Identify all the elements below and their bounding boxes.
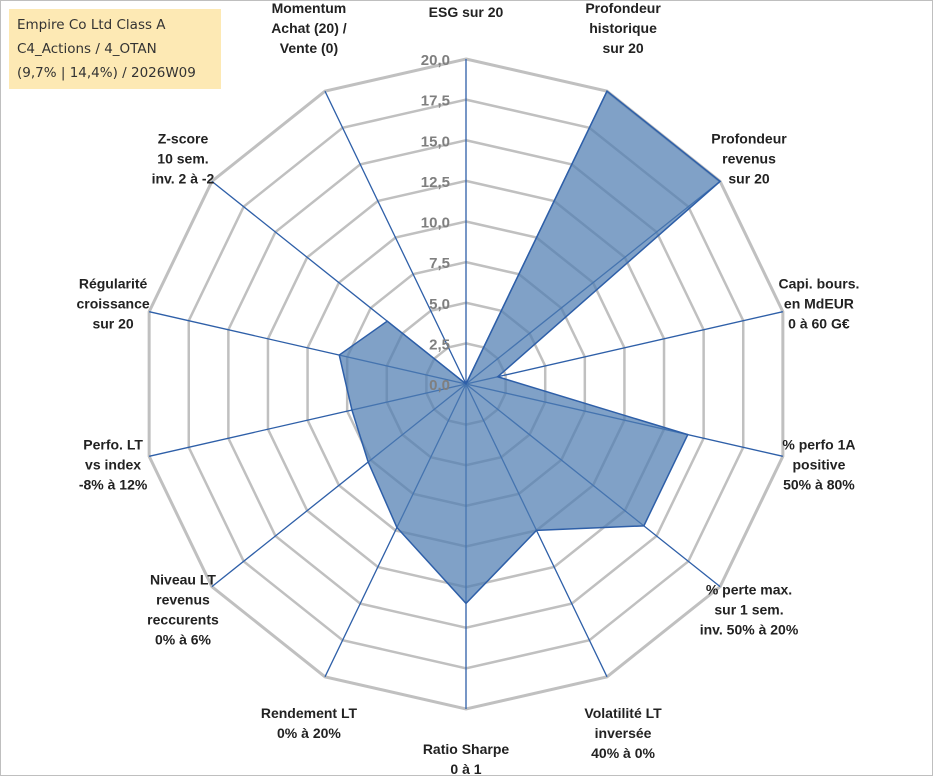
axis-label-line: sur 20 (602, 40, 643, 56)
axis-label: Profondeur revenus sur 20 (711, 130, 787, 186)
axis-label-line: croissance (76, 295, 149, 311)
axis-label-line: vs index (85, 457, 141, 473)
axis-label-line: Capi. bours. (778, 275, 859, 291)
tick-label: 2,5 (429, 336, 450, 353)
axis-label-line: 10 sem. (157, 150, 208, 166)
radar-axis-labels: NoteESG sur 20 Profondeur historique sur 20… (76, 0, 859, 776)
tick-label: 10,0 (421, 215, 450, 232)
axis-label-line: 0 à 1 (450, 761, 481, 776)
axis-label-line: en MdEUR (784, 295, 854, 311)
axis-spoke (465, 311, 783, 385)
axis-label-line: 0% à 20% (277, 725, 341, 741)
axis-label-line: revenus (722, 150, 776, 166)
tick-label: 0,0 (429, 377, 450, 394)
axis-label-line: ESG sur 20 (429, 4, 504, 20)
axis-label-line: reccurents (147, 612, 219, 628)
radar-tick-labels: 0,0 2,5 5,0 7,5 10,0 12,5 15,0 17,5 20,0 (421, 52, 450, 394)
axis-label-line: Vente (0) (280, 40, 338, 56)
axis-label: Volatilité LT inversée 40% à 0% (584, 705, 662, 761)
axis-label-line: 0% à 6% (155, 632, 212, 648)
info-line-2: C4_Actions / 4_OTAN (17, 41, 157, 57)
axis-label-line: Achat (20) / (271, 20, 347, 36)
axis-label: Régularité croissance sur 20 (76, 275, 149, 331)
tick-label: 20,0 (421, 52, 450, 69)
axis-spoke (324, 90, 467, 385)
axis-label: Momentum Achat (20) / Vente (0) (271, 0, 347, 56)
axis-label-line: 40% à 0% (591, 745, 655, 761)
axis-label-line: Profondeur (711, 130, 787, 146)
info-line-3: (9,7% | 14,4%) / 2026W09 (17, 65, 196, 81)
tick-label: 15,0 (421, 133, 450, 150)
axis-label-line: inversée (595, 725, 652, 741)
axis-label-line: 50% à 80% (783, 477, 855, 493)
axis-label-line: % perfo 1A (782, 437, 855, 453)
axis-label-line: sur 1 sem. (714, 602, 783, 618)
axis-label-line: sur 20 (728, 170, 769, 186)
axis-label-line: Z-score (158, 130, 209, 146)
axis-label-line: positive (792, 457, 845, 473)
radar-series (338, 90, 722, 605)
tick-label: 12,5 (421, 174, 450, 191)
tick-label: 7,5 (429, 255, 450, 272)
axis-label-line: historique (589, 20, 657, 36)
series-area (338, 90, 722, 605)
axis-label-line: Momentum (272, 0, 347, 16)
axis-label-line: 0 à 60 G€ (788, 315, 850, 331)
axis-label-line: inv. 50% à 20% (700, 622, 799, 638)
axis-label: Rendement LT 0% à 20% (261, 705, 358, 741)
axis-label-line: Volatilité LT (584, 705, 662, 721)
axis-label-line: Rendement LT (261, 705, 358, 721)
axis-label-line: revenus (156, 592, 210, 608)
tick-label: 17,5 (421, 93, 450, 110)
axis-label: Capi. bours. en MdEUR 0 à 60 G€ (778, 275, 859, 331)
axis-label-line: Perfo. LT (83, 437, 143, 453)
axis-label-line: -8% à 12% (79, 477, 148, 493)
axis-label: NoteESG sur 20 (429, 4, 504, 20)
axis-label: Z-score 10 sem. inv. 2 à -2 (152, 130, 215, 186)
axis-label: Perfo. LT vs index -8% à 12% (79, 437, 148, 493)
axis-label-line: Régularité (79, 275, 148, 291)
axis-label: % perfo 1A positive 50% à 80% (782, 437, 855, 493)
axis-label-line: Profondeur (585, 0, 661, 16)
axis-label-line: sur 20 (92, 315, 133, 331)
info-line-1: Empire Co Ltd Class A (17, 17, 166, 33)
axis-label: Ratio Sharpe 0 à 1 (423, 741, 510, 776)
axis-label: Profondeur historique sur 20 (585, 0, 661, 56)
axis-label-line: inv. 2 à -2 (152, 170, 215, 186)
tick-label: 5,0 (429, 296, 450, 313)
axis-label: % perte max. sur 1 sem. inv. 50% à 20% (700, 582, 799, 638)
info-box: Empire Co Ltd Class A C4_Actions / 4_OTA… (9, 9, 221, 89)
axis-label-line: Niveau LT (150, 572, 216, 588)
axis-label: Niveau LT revenus reccurents 0% à 6% (147, 572, 219, 648)
axis-label-line: % perte max. (706, 582, 792, 598)
axis-label-line: Ratio Sharpe (423, 741, 510, 757)
